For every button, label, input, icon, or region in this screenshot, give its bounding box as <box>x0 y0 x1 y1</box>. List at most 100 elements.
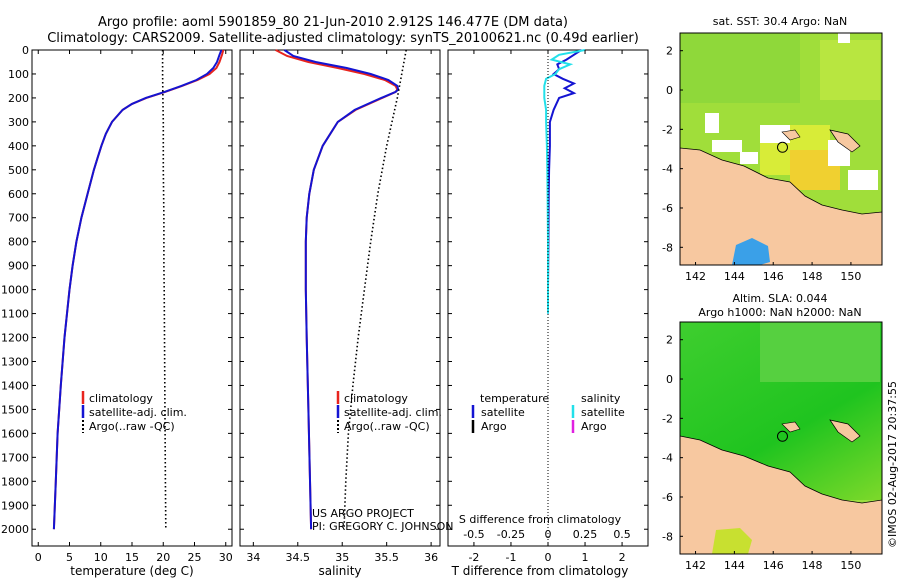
legend-satellite-label: satellite-adj. clim. <box>344 406 442 419</box>
temperature-xtick-label: 5 <box>66 551 73 564</box>
sst-map-ytick-label: -6 <box>662 202 673 215</box>
sst-land-island <box>829 129 861 153</box>
sst-map-ytick-label: 2 <box>666 45 673 58</box>
salinity-xlabel: salinity <box>318 564 361 578</box>
sla-map-ytick-label: -2 <box>662 412 673 425</box>
depth-tick-label: 300 <box>8 116 29 129</box>
sla-argo-location-marker <box>776 430 788 442</box>
sla-map-xtick-label: 150 <box>840 559 861 572</box>
temperature-xtick-label: 30 <box>219 551 233 564</box>
depth-tick-label: 900 <box>8 260 29 273</box>
depth-tick-label: 1000 <box>1 284 29 297</box>
difference-xtick-label: -2 <box>468 551 479 564</box>
legend-salinity-header: salinity <box>581 392 621 405</box>
depth-tick-label: 1300 <box>1 355 29 368</box>
sst-land-mainland <box>680 147 882 265</box>
depth-tick-label: 1800 <box>1 475 29 488</box>
depth-tick-label: 1400 <box>1 379 29 392</box>
difference-top-xlabel: S difference from climatology <box>459 513 622 526</box>
salinity-series-satellite-adj-clim- <box>283 49 400 530</box>
sla-map-ytick-label: -6 <box>662 491 673 504</box>
depth-tick-label: 200 <box>8 92 29 105</box>
difference-series-temperature-satellite <box>547 49 582 314</box>
salinity-xtick-label: 36 <box>424 551 438 564</box>
plot-axes: 0 5 10 15 20 25 300100200300400500600700800900… <box>1 44 648 564</box>
depth-tick-label: 600 <box>8 188 29 201</box>
difference-xtick-label: 0 <box>545 551 552 564</box>
sst-map-xtick-label: 144 <box>724 270 745 283</box>
sst-map-ytick-label: -8 <box>662 241 673 254</box>
sst-map-xtick-label: 142 <box>685 270 706 283</box>
difference-legend: temperature salinity satellite Argo sate… <box>471 392 625 433</box>
depth-tick-label: 700 <box>8 212 29 225</box>
salinity-plot-frame <box>239 49 441 547</box>
sst-map-ytick-label: -2 <box>662 123 673 136</box>
depth-tick-label: 800 <box>8 236 29 249</box>
depth-tick-label: 1600 <box>1 427 29 440</box>
sla-map-xtick-label: 146 <box>763 559 784 572</box>
salinity-xtick-label: 34 <box>246 551 260 564</box>
temperature-series-satellite-adj-clim- <box>52 49 223 530</box>
temperature-plot-frame <box>31 49 233 547</box>
difference-series-salinity-satellite <box>543 49 586 314</box>
difference-top-tick-label: 0.5 <box>613 528 631 541</box>
sst-cool-water <box>732 238 770 265</box>
salinity-series-climatology <box>275 49 399 530</box>
sla-map-ytick-label: 0 <box>666 373 673 386</box>
sst-map-xtick-label: 150 <box>840 270 861 283</box>
sst-map-xtick-label: 148 <box>802 270 823 283</box>
sst-map-xtick-label: 146 <box>763 270 784 283</box>
sst-cloud-gap <box>848 170 878 190</box>
sla-land-island <box>781 421 801 433</box>
salinity-xtick-label: 35.5 <box>374 551 399 564</box>
sst-map-ytick-label: -4 <box>662 163 673 176</box>
difference-xlabel: T difference from climatology <box>451 564 629 578</box>
depth-tick-label: 1200 <box>1 332 29 345</box>
sla-map-title-line1: Altim. SLA: 0.044 <box>732 292 827 305</box>
imos-timestamp: ©IMOS 02-Aug-2017 20:37:55 <box>886 381 899 548</box>
sla-land-island <box>829 419 861 443</box>
legend-climatology-label: climatology <box>344 392 408 405</box>
sst-map-ytick-label: 0 <box>666 84 673 97</box>
depth-tick-label: 2000 <box>1 523 29 536</box>
depth-tick-label: 1500 <box>1 403 29 416</box>
sst-argo-location-marker <box>776 141 788 153</box>
depth-tick-label: 1700 <box>1 451 29 464</box>
sla-map <box>680 322 882 554</box>
temperature-series-argo-raw-qc- <box>161 50 167 530</box>
temperature-xtick-label: 10 <box>94 551 108 564</box>
sla-land-mainland <box>680 435 882 554</box>
sst-warm-region <box>820 40 880 100</box>
legend-temp-satellite-label: satellite <box>481 406 525 419</box>
depth-tick-label: 400 <box>8 140 29 153</box>
sst-cooler-region <box>680 33 800 103</box>
sst-map-title: sat. SST: 30.4 Argo: NaN <box>713 15 847 28</box>
header-title-line2: Climatology: CARS2009. Satellite-adjuste… <box>47 31 639 46</box>
salinity-legend: climatology satellite-adj. clim. Argo(..… <box>336 391 442 433</box>
legend-temp-argo-label: Argo <box>481 420 507 433</box>
legend-argo-label: Argo(..raw -QC) <box>344 420 430 433</box>
sst-land-island <box>781 129 801 141</box>
sst-map <box>680 33 882 265</box>
sst-cloud-gap <box>740 152 758 164</box>
temperature-xlabel: temperature (deg C) <box>70 564 193 578</box>
difference-top-tick-label: -0.5 <box>463 528 484 541</box>
sst-cloud-gap <box>760 125 790 143</box>
sst-map-frame <box>679 32 883 266</box>
salinity-xtick-label: 35 <box>335 551 349 564</box>
salinity-xtick-label: 34.5 <box>286 551 311 564</box>
temperature-xtick-label: 15 <box>125 551 139 564</box>
sst-cloud-gap <box>705 113 719 133</box>
depth-tick-label: 1900 <box>1 499 29 512</box>
salinity-plot <box>275 49 407 530</box>
depth-tick-label: 0 <box>22 44 29 57</box>
legend-satellite-label: satellite-adj. clim. <box>89 406 187 419</box>
legend-temperature-header: temperature <box>480 392 549 405</box>
legend-argo-label: Argo(..raw -QC) <box>89 420 175 433</box>
sla-map-xtick-label: 142 <box>685 559 706 572</box>
map-axes: 142 144 146 148 150 2 0 -2 -4 -6 -8 142 144 146 148 150… <box>662 45 861 572</box>
temperature-series-climatology <box>52 49 225 530</box>
depth-tick-label: 500 <box>8 164 29 177</box>
sla-field-patch <box>712 528 752 554</box>
